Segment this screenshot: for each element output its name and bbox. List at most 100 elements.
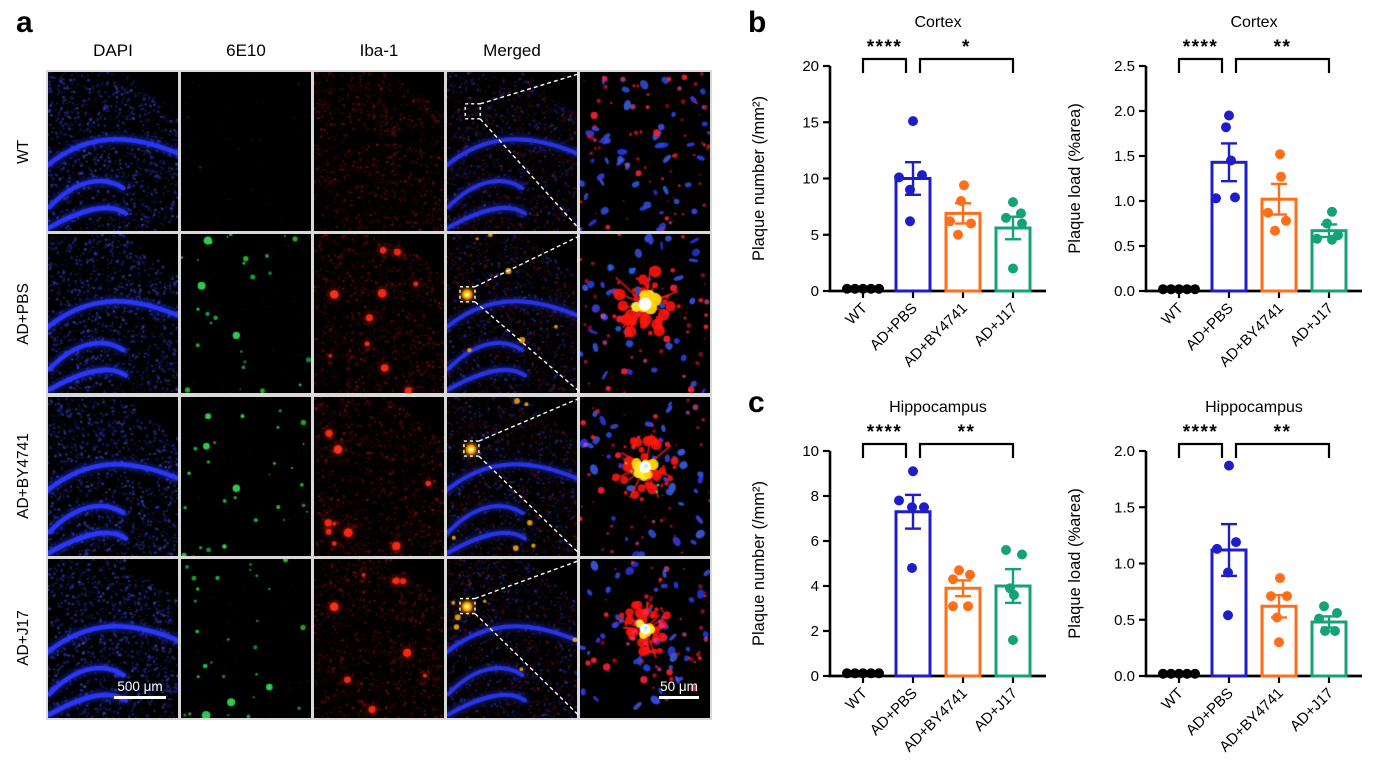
- data-point: [954, 565, 964, 576]
- data-point: [1211, 193, 1221, 204]
- data-point: [1282, 591, 1292, 602]
- data-point: [956, 196, 966, 206]
- y-axis-title: Plaque load (%area): [1066, 488, 1084, 638]
- significance-label: **: [1274, 37, 1292, 58]
- data-point: [945, 216, 955, 227]
- scale-bar-50um-line: [659, 696, 699, 700]
- row-label-text: AD+PBS: [15, 283, 33, 345]
- row-label-text: AD+BY4741: [15, 433, 32, 519]
- micrograph-tile-pbs-inset: [580, 234, 710, 394]
- data-point: [842, 668, 852, 679]
- micrograph-tile-j17-merged: [447, 558, 577, 718]
- data-point: [1226, 155, 1236, 166]
- micrograph-tile-wt-merged: [447, 72, 577, 231]
- data-point: [1314, 613, 1324, 624]
- data-point: [1182, 284, 1192, 295]
- micrograph-tile-wt-dapi: [48, 72, 178, 231]
- significance-bracket: [861, 57, 908, 73]
- y-tick-label: 0.5: [1114, 238, 1135, 255]
- data-point: [1223, 567, 1233, 578]
- data-point: [1263, 207, 1273, 218]
- scale-bar-50um-label: 50 μm: [660, 679, 698, 694]
- significance-label: **: [1274, 422, 1292, 443]
- micrograph-tile-wt-iba1: [314, 72, 444, 231]
- data-point: [966, 218, 976, 229]
- data-point: [1330, 626, 1340, 636]
- row-label-text: WT: [14, 139, 32, 164]
- data-point: [1166, 284, 1176, 295]
- category-label: WT: [1158, 300, 1187, 329]
- data-point: [948, 601, 958, 612]
- scale-bar-500um-label: 500 μm: [117, 679, 163, 694]
- micrograph-tile-wt-inset: [580, 72, 710, 231]
- data-point: [959, 180, 969, 191]
- data-point: [1312, 233, 1322, 244]
- data-point: [1274, 637, 1284, 648]
- data-point: [1224, 110, 1234, 121]
- data-point: [874, 668, 884, 679]
- column-header-6e10: 6E10: [226, 41, 266, 60]
- y-tick-label: 6: [811, 533, 819, 550]
- significance-label: ****: [867, 37, 903, 58]
- significance-bracket: [1234, 442, 1331, 458]
- data-point: [1008, 197, 1018, 208]
- scale-bar-500um: 500 μm: [108, 679, 172, 700]
- data-point: [1270, 225, 1280, 236]
- data-point: [894, 172, 904, 183]
- bar-adpbs: [894, 177, 932, 293]
- micrograph-tile-j17-iba1: [314, 558, 444, 718]
- data-point: [1327, 206, 1337, 217]
- data-point: [1174, 284, 1184, 295]
- row-label-j17: AD+J17: [2, 559, 46, 718]
- data-point: [965, 569, 975, 580]
- data-point: [1319, 601, 1329, 612]
- row-label-by4741: AD+BY4741: [2, 397, 46, 556]
- y-tick-label: 0.5: [1114, 612, 1135, 629]
- y-tick-label: 10: [802, 443, 819, 460]
- data-point: [1008, 263, 1018, 274]
- y-tick-label: 1.0: [1114, 193, 1135, 210]
- bar-adpbs: [894, 510, 932, 678]
- data-point: [1276, 171, 1286, 182]
- chart-hippocampus-plaque-load: Hippocampus Plaque load (%area) 0.0 0.5 1.0 1…: [1056, 385, 1382, 770]
- data-point: [1001, 212, 1011, 223]
- data-point: [1320, 626, 1330, 636]
- micrograph-tile-pbs-6e10: [181, 234, 311, 394]
- micrograph-tile-wt-6e10: [181, 72, 311, 231]
- chart-svg-hippocampus_plaque_number: Hippocampus Plaque number (/mm²) 0 2 4 6 8 10 WT…: [750, 399, 1046, 756]
- category-label: AD+J17: [1287, 300, 1337, 350]
- data-point: [894, 495, 904, 506]
- chart-svg-cortex_plaque_load: Cortex Plaque load (%area) 0.0 0.5 1.0 1.5 2.0…: [1066, 14, 1362, 371]
- chart-title: Cortex: [914, 14, 961, 31]
- scale-bar-500um-line: [114, 696, 166, 700]
- data-point: [1190, 284, 1200, 295]
- column-header-merged: Merged: [483, 41, 541, 60]
- data-point: [908, 466, 918, 477]
- significance-bracket: [1177, 57, 1224, 73]
- micrograph-tile-j17-dapi: [48, 558, 178, 718]
- micrograph-tile-j17-6e10: [181, 558, 311, 718]
- significance-label: **: [958, 422, 976, 443]
- significance-label: *: [962, 37, 971, 58]
- micrograph-tile-by4741-iba1: [314, 396, 444, 556]
- data-point: [1174, 668, 1184, 679]
- chart-title: Cortex: [1230, 14, 1277, 31]
- data-point: [1182, 668, 1192, 679]
- scale-bar-50um: 50 μm: [654, 679, 704, 700]
- data-point: [1281, 215, 1291, 226]
- panel-b-letter: b: [748, 6, 767, 39]
- panel-a-letter: a: [16, 6, 33, 39]
- y-tick-label: 8: [811, 488, 819, 505]
- micrograph-tile-by4741-merged: [447, 396, 577, 556]
- data-point: [1017, 549, 1027, 560]
- chart-hippocampus-plaque-number: Hippocampus Plaque number (/mm²) 0 2 4 6 8 10 WT…: [740, 385, 1066, 770]
- y-tick-label: 20: [802, 58, 819, 75]
- y-tick-label: 1.0: [1114, 556, 1135, 573]
- data-point: [1212, 543, 1222, 554]
- significance-label: ****: [1183, 422, 1219, 443]
- y-tick-label: 10: [802, 171, 819, 188]
- y-tick-label: 15: [802, 114, 819, 131]
- data-point: [858, 668, 868, 679]
